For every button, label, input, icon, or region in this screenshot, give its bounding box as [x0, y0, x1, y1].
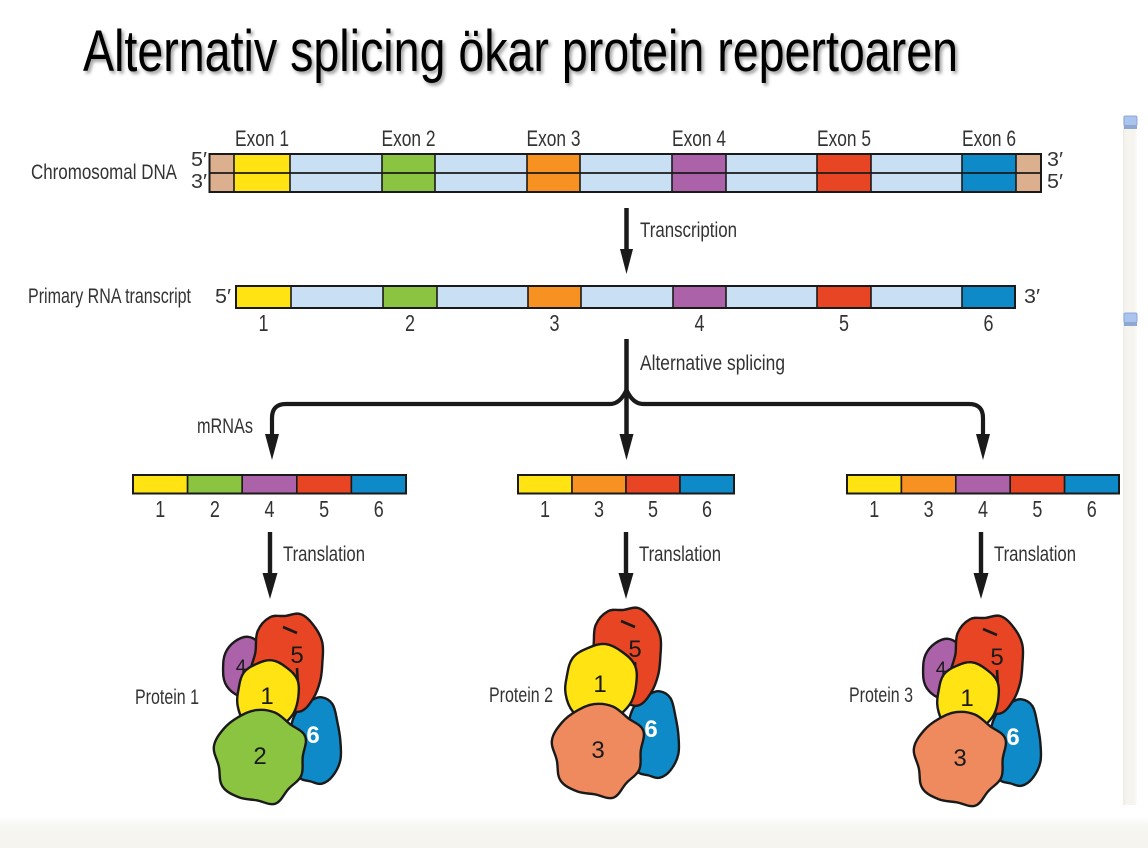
svg-text:5: 5: [839, 310, 849, 336]
svg-text:2: 2: [253, 743, 266, 770]
svg-text:5: 5: [319, 496, 329, 522]
svg-text:4: 4: [936, 659, 947, 680]
svg-text:Protein 2: Protein 2: [489, 684, 553, 707]
svg-text:1: 1: [260, 683, 273, 710]
svg-text:5: 5: [990, 644, 1003, 671]
svg-text:3′: 3′: [1047, 149, 1063, 171]
svg-text:Protein 1: Protein 1: [135, 686, 199, 709]
svg-text:Alternativ splicing ökar prote: Alternativ splicing ökar protein reperto…: [83, 19, 958, 84]
svg-text:3: 3: [924, 496, 934, 522]
svg-text:3: 3: [953, 745, 966, 772]
svg-text:6: 6: [306, 722, 319, 749]
svg-text:3: 3: [594, 496, 604, 522]
svg-text:5′: 5′: [215, 286, 231, 308]
svg-text:Translation: Translation: [639, 543, 721, 566]
svg-text:6: 6: [1087, 496, 1097, 522]
svg-text:2: 2: [210, 496, 220, 522]
svg-text:Exon 3: Exon 3: [527, 126, 581, 151]
svg-text:1: 1: [155, 496, 165, 522]
svg-text:3: 3: [550, 310, 560, 336]
svg-text:5′: 5′: [191, 149, 207, 171]
svg-text:Exon 6: Exon 6: [962, 126, 1016, 151]
svg-text:6: 6: [984, 310, 994, 336]
svg-text:4: 4: [265, 496, 275, 522]
svg-text:Alternative splicing: Alternative splicing: [640, 352, 785, 375]
svg-text:1: 1: [869, 496, 879, 522]
svg-text:mRNAs: mRNAs: [197, 415, 253, 438]
svg-text:3: 3: [591, 737, 604, 764]
svg-text:Primary RNA transcript: Primary RNA transcript: [28, 285, 191, 308]
svg-text:3′: 3′: [1024, 286, 1040, 308]
svg-text:1: 1: [259, 310, 269, 336]
svg-text:6: 6: [1006, 724, 1019, 751]
svg-text:Exon 5: Exon 5: [817, 126, 871, 151]
svg-text:1: 1: [593, 671, 606, 698]
svg-text:4: 4: [236, 657, 247, 678]
svg-text:4: 4: [978, 496, 988, 522]
svg-text:Exon 1: Exon 1: [235, 126, 289, 151]
svg-text:2: 2: [405, 310, 415, 336]
svg-text:Exon 4: Exon 4: [672, 126, 726, 151]
svg-text:6: 6: [374, 496, 384, 522]
svg-text:Transcription: Transcription: [640, 219, 737, 242]
svg-text:6: 6: [644, 716, 657, 743]
svg-text:5: 5: [1032, 496, 1042, 522]
svg-text:5: 5: [648, 496, 658, 522]
svg-text:Chromosomal DNA: Chromosomal DNA: [31, 161, 177, 184]
svg-text:6: 6: [702, 496, 712, 522]
svg-text:Translation: Translation: [283, 543, 365, 566]
svg-text:Protein 3: Protein 3: [849, 684, 913, 707]
svg-text:1: 1: [960, 685, 973, 712]
svg-text:3′: 3′: [191, 171, 207, 193]
svg-text:4: 4: [695, 310, 705, 336]
svg-text:5: 5: [290, 642, 303, 669]
svg-text:Exon 2: Exon 2: [382, 126, 436, 151]
svg-text:Translation: Translation: [994, 543, 1076, 566]
svg-text:1: 1: [540, 496, 550, 522]
svg-text:5: 5: [628, 636, 641, 663]
svg-text:5′: 5′: [1047, 171, 1063, 193]
